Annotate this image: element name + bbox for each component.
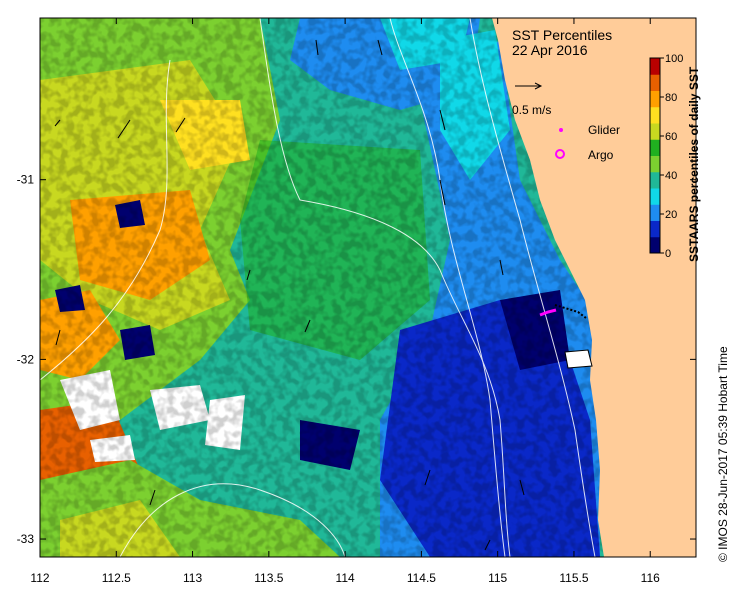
credit-text: © IMOS 28-Jun-2017 05:39 Hobart Time [716,346,730,562]
map-title: SST Percentiles [512,27,612,43]
colorbar-segment [650,123,660,140]
scale-arrow: 0.5 m/s [512,82,551,117]
colorbar-frame [649,57,661,254]
map-date: 22 Apr 2016 [512,42,588,58]
colorbar-segment [650,188,660,205]
colorbar-tick-label: 20 [665,209,677,221]
colorbar-tick-label: 100 [665,53,683,65]
land-mass [492,18,696,557]
x-tick-label: 113 [183,571,202,585]
colorbar-segment [650,204,660,221]
legend: Glider Argo [555,123,620,162]
colorbar-segment [650,155,660,173]
y-tick-label: -32 [17,352,35,366]
legend-argo: Argo [588,148,614,162]
colorbar-segment [650,171,660,189]
sst-field [40,18,696,557]
x-tick-label: 113.5 [254,571,283,585]
argo-marker [555,149,565,159]
colorbar-label: SSTAARS percentiles of daily SST [687,66,701,262]
colorbar-segment [650,58,660,75]
x-tick-label: 114.5 [407,571,436,585]
glider-marker [559,128,563,132]
scale-arrow-label: 0.5 m/s [512,103,551,117]
x-tick-label: 115.5 [559,571,588,585]
x-tick-label: 112 [30,571,49,585]
y-tick-label: -33 [17,532,35,546]
colorbar-tick-label: 0 [665,248,671,260]
x-tick-label: 114 [336,571,355,585]
legend-glider: Glider [588,123,620,137]
x-tick-label: 115 [488,571,507,585]
colorbar-segment [650,236,660,254]
colorbar-tick-label: 40 [665,170,677,182]
x-tick-label: 116 [641,571,660,585]
colorbar-tick-label: 80 [665,92,677,104]
colorbar-segment [650,220,660,238]
colorbar-segment [650,106,660,124]
colorbar-tick-label: 60 [665,131,677,143]
colorbar-segment [650,74,660,91]
colorbar-segment [650,139,660,156]
colorbar-segment [650,90,660,108]
glider-track [539,308,557,317]
x-tick-label: 112.5 [102,571,131,585]
colorbar: 0 20 40 60 80 100 [649,53,683,260]
y-axis-ticks: -31 -32 -33 [17,173,696,546]
x-axis-ticks: 112 112.5 113 113.5 114 114.5 115 115.5 116 [30,18,660,585]
y-tick-label: -31 [17,173,35,187]
plot-frame [39,17,697,558]
